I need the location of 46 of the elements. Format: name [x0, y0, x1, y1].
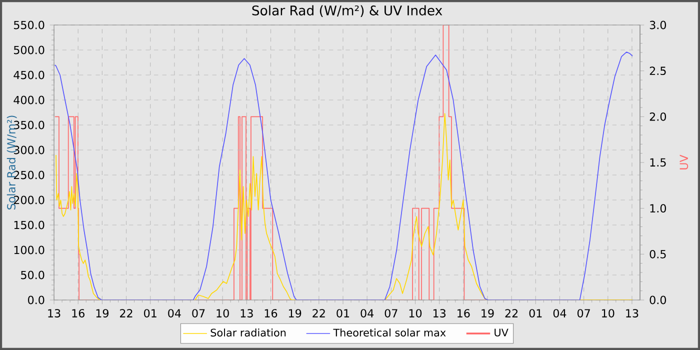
y2-tick-label: 0.5 [650, 250, 666, 258]
x-tick-label: 10 [216, 309, 229, 318]
x-tick-label: 01 [144, 309, 156, 318]
x-tick-label: 13 [433, 309, 446, 318]
x-tick-label: 19 [96, 309, 108, 318]
y-tick-label: 450.0 [14, 70, 44, 80]
x-tick-label: 13 [240, 309, 253, 318]
y2-tick-label: 1.5 [650, 158, 666, 167]
x-tick-label: 04 [553, 309, 566, 318]
x-tick-label: 16 [458, 309, 470, 318]
x-tick-label: 10 [602, 309, 614, 318]
x-tick-label: 04 [168, 309, 181, 318]
x-tick-label: 13 [626, 309, 638, 318]
x-tick-label: 13 [48, 309, 60, 318]
x-tick-label: 01 [529, 309, 542, 318]
y-tick-label: 400.0 [14, 96, 44, 104]
x-tick-label: 16 [72, 309, 84, 318]
y2-tick-label: 2.0 [650, 112, 666, 121]
y2-axis-title: UV [680, 154, 688, 170]
y2-tick-label: 1.0 [650, 204, 666, 213]
x-tick-label: 22 [120, 309, 132, 318]
y-tick-label: 100.0 [14, 246, 44, 254]
x-tick-label: 07 [192, 309, 205, 318]
x-tick-label: 07 [384, 309, 398, 318]
legend-label: Theoretical solar max [333, 328, 446, 337]
y2-tick-label: 3.0 [650, 20, 666, 30]
x-tick-label: 22 [312, 309, 325, 318]
y-tick-label: 200.0 [14, 196, 44, 204]
y-tick-label: 550.0 [14, 20, 44, 30]
y-tick-label: 150.0 [14, 220, 44, 230]
y-tick-label: 0.0 [28, 296, 44, 304]
y2-tick-label: 2.5 [650, 66, 666, 76]
x-tick-label: 01 [336, 309, 350, 318]
chart-title: Solar Rad (W/m²) & UV Index [252, 5, 442, 17]
x-tick-label: 07 [577, 309, 590, 318]
y-tick-label: 50.0 [21, 270, 44, 280]
x-tick-label: 16 [264, 309, 278, 318]
x-tick-label: 19 [288, 309, 302, 318]
y-tick-label: 500.0 [14, 46, 44, 54]
x-tick-label: 04 [360, 309, 374, 318]
legend-label: UV [494, 328, 508, 336]
x-tick-label: 22 [505, 309, 518, 318]
x-tick-label: 19 [482, 309, 494, 318]
legend-label: Solar radiation [210, 328, 286, 337]
y2-tick-label: 0.0 [650, 296, 666, 304]
x-tick-label: 10 [409, 309, 422, 318]
